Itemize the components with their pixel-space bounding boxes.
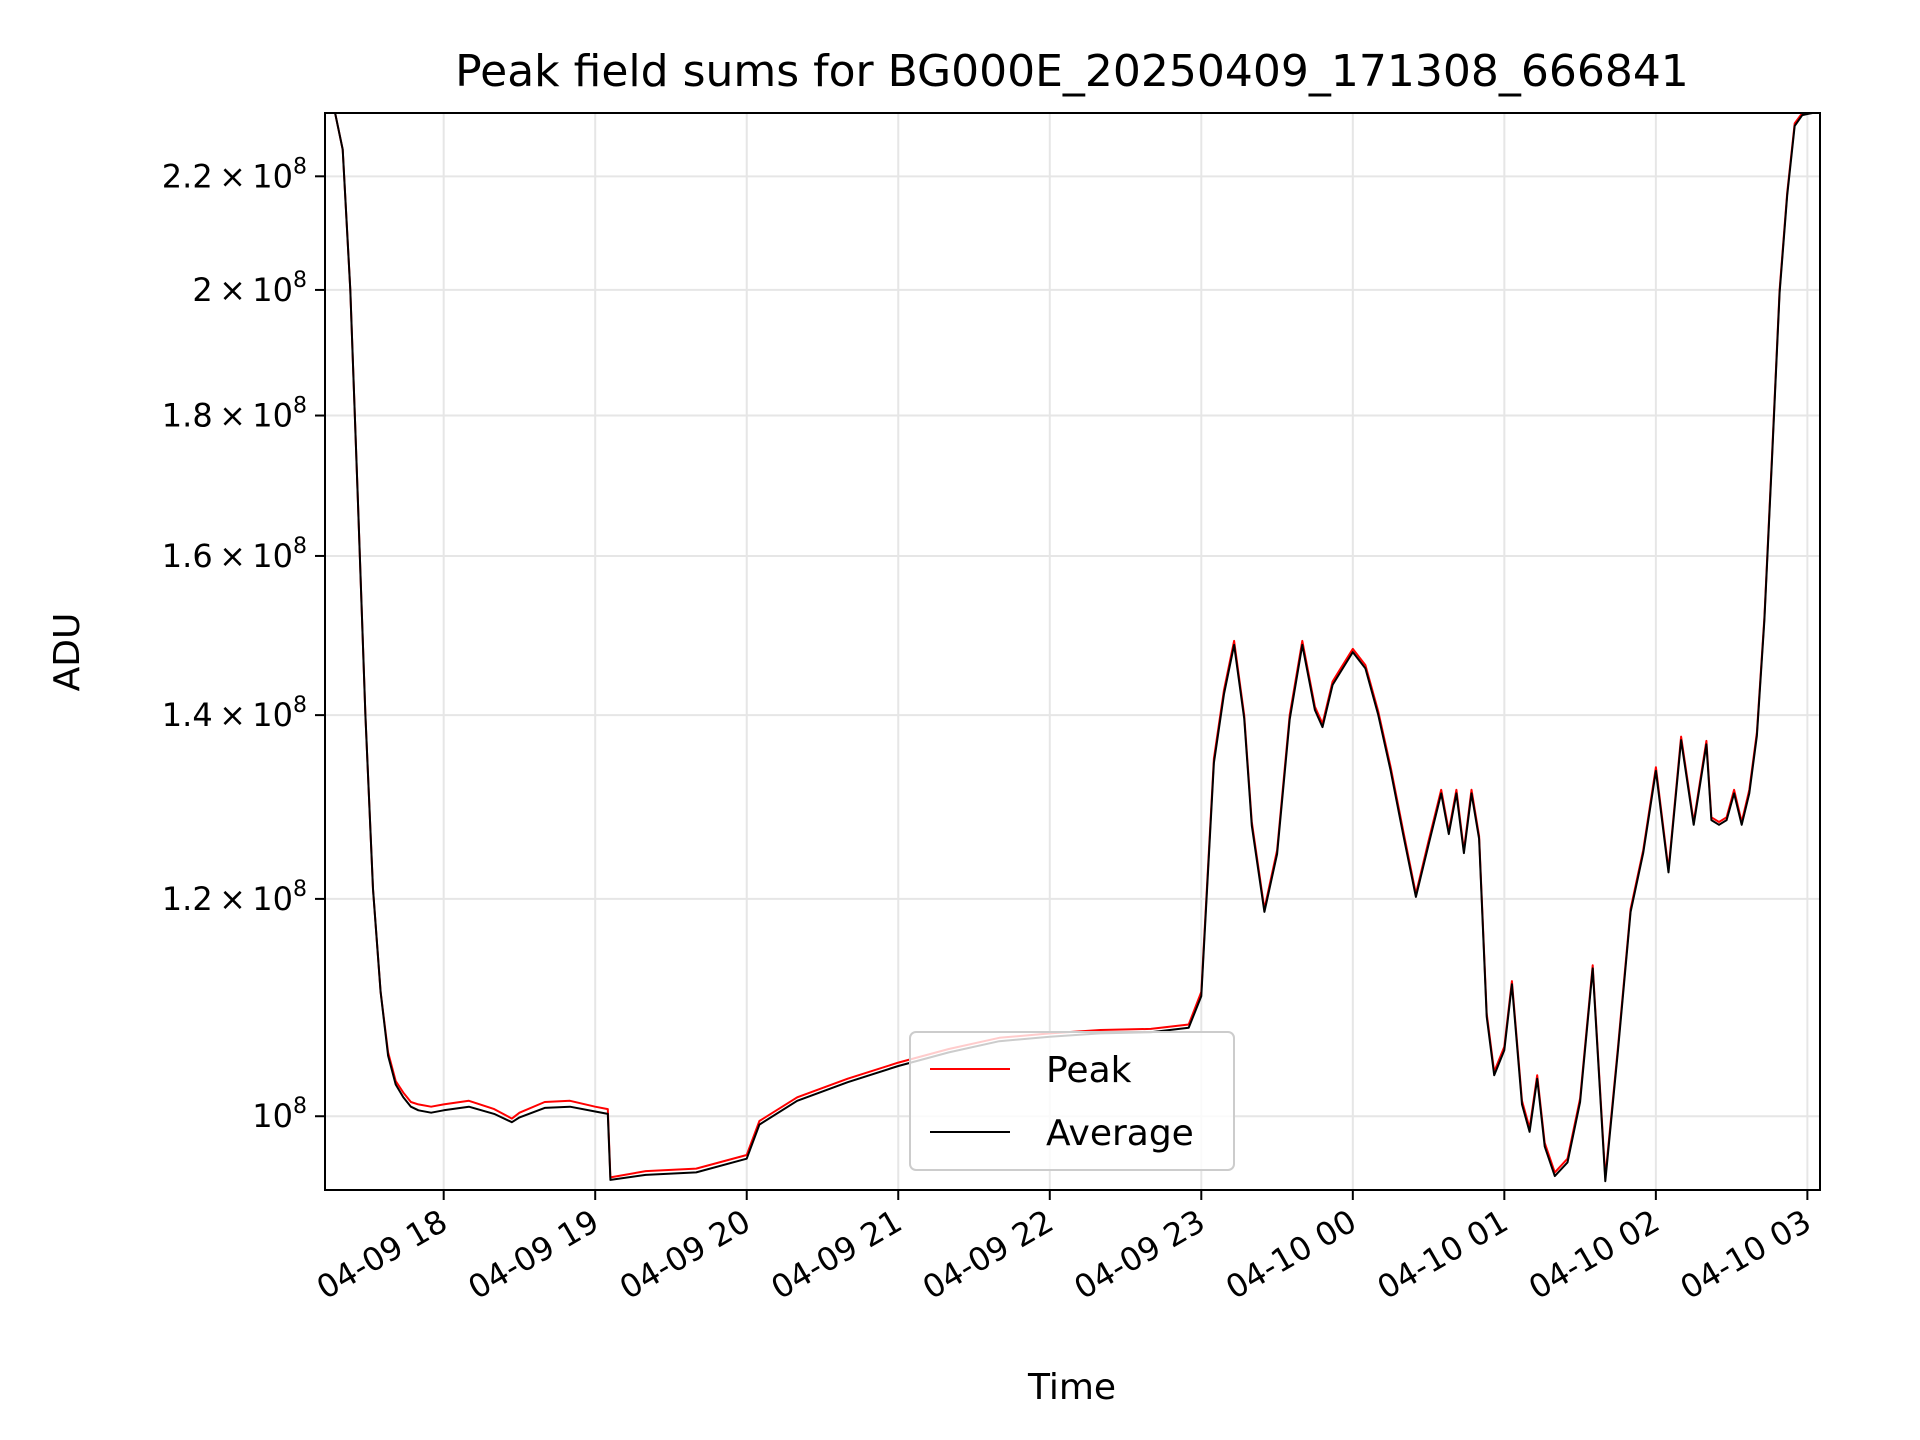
- legend: Peak Average: [909, 1031, 1235, 1171]
- y-tick-label: 1.8 × 108: [162, 394, 307, 435]
- legend-box: [909, 1031, 1235, 1171]
- y-axis-label: ADU: [47, 613, 88, 692]
- y-tick-label: 108: [252, 1094, 307, 1135]
- grid: [325, 113, 1820, 1190]
- series-line-average: [332, 113, 1818, 1183]
- y-tick-label: 1.4 × 108: [162, 693, 307, 734]
- series-lines: [332, 113, 1818, 1183]
- y-tick-label: 1.2 × 108: [162, 877, 307, 918]
- legend-label-peak: Peak: [1046, 1050, 1132, 1091]
- y-tick-label: 2.2 × 108: [162, 154, 307, 195]
- chart-title: Peak field sums for BG000E_20250409_1713…: [455, 46, 1689, 97]
- y-axis-ticks: 108 1.2 × 108 1.4 × 108 1.6 × 108 1.8 × 108 2…: [162, 154, 325, 1135]
- plot-frame: [324, 112, 1821, 1191]
- legend-label-average: Average: [1046, 1113, 1194, 1154]
- x-axis-label: Time: [1027, 1367, 1116, 1408]
- y-tick-label: 1.6 × 108: [162, 534, 307, 575]
- y-tick-label: 2 × 108: [192, 268, 307, 309]
